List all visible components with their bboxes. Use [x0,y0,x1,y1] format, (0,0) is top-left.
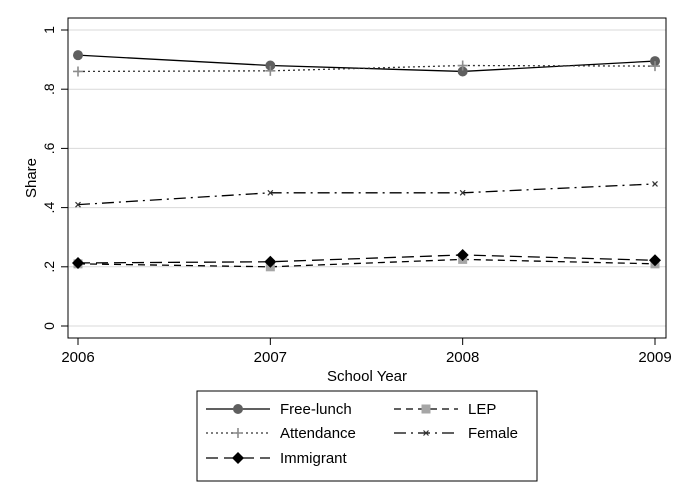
x-tick-label: 2006 [61,349,94,366]
plot-frame [67,17,667,339]
data-point [265,65,276,76]
series-markers [72,50,661,272]
legend-marker [421,404,431,414]
legend-label: LEP [468,401,496,418]
legend-marker [233,404,243,414]
data-point [265,60,276,71]
legend-item: LEP [394,401,496,418]
legend: Free-lunch LEP Attendance Female Immigrant [196,390,538,482]
legend-marker [423,430,429,436]
data-point [459,189,466,196]
series-line-3 [77,183,656,206]
y-tick-label: .8 [41,83,57,95]
x-axis: 2006 2007 2008 2009 [61,338,672,366]
y-tick-label: .6 [41,142,57,154]
legend-label: Free-lunch [280,401,352,418]
data-point [267,189,274,196]
series-line-2 [77,64,656,73]
x-tick-label: 2008 [446,349,479,366]
legend-label: Attendance [280,425,356,442]
data-point [72,256,84,269]
y-axis-label: Share [23,158,40,198]
data-point [650,56,660,67]
x-axis-label: School Year [327,368,407,385]
data-point [652,180,658,187]
legend-marker [232,452,244,464]
legend-item: Free-lunch [206,401,352,418]
legend-label: Female [468,425,518,442]
y-tick-label: 0 [41,322,57,330]
x-tick-label: 2007 [254,349,287,366]
data-point [73,50,83,61]
data-point [264,255,277,268]
legend-box [196,390,538,482]
data-point [650,61,660,72]
series-line-4 [77,254,656,264]
data-point [457,66,468,77]
y-tick-label: .2 [41,261,57,273]
y-tick-label: 1 [41,26,57,34]
x-tick-label: 2009 [638,349,671,366]
gridlines [68,29,666,327]
y-axis: 0 .2 .4 .6 .8 1 [41,26,68,330]
legend-marker [233,428,243,438]
data-point [75,201,81,208]
legend-items: Free-lunch LEP Attendance Female Immigrant [206,401,518,467]
data-point [457,60,468,71]
legend-item: Attendance [206,425,356,442]
data-point [456,248,469,261]
series-line-1 [77,258,656,268]
series-lines [77,54,656,268]
data-point [649,254,661,267]
data-point [73,66,83,77]
legend-label: Immigrant [280,450,348,467]
legend-item: Female [394,425,518,442]
y-tick-label: .4 [41,202,57,214]
legend-item: Immigrant [206,450,348,467]
